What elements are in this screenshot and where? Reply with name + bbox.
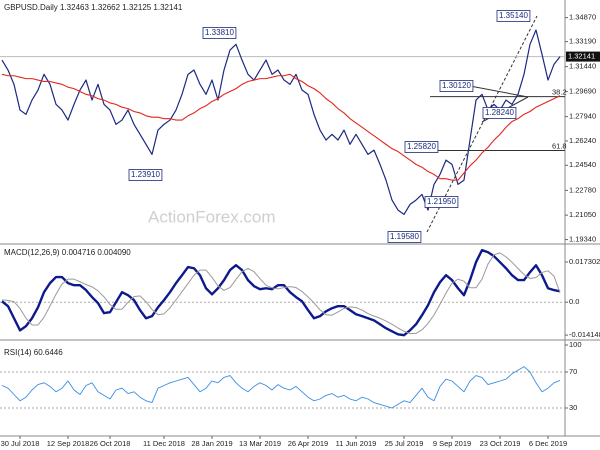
series-line	[1, 252, 561, 335]
series-line	[1, 248, 561, 337]
y-tick-label: 1.22780	[569, 185, 596, 194]
watermark: ActionForex.com	[148, 207, 276, 226]
y-tick-label: 1.27940	[569, 112, 596, 121]
annotation-box	[482, 107, 517, 119]
annotation-label: 1.23910	[131, 170, 160, 179]
trend-line	[426, 15, 538, 233]
annotation-box	[202, 27, 237, 39]
y-tick-label: -0.014148	[569, 330, 600, 339]
fib-label: 61.8	[552, 142, 567, 151]
x-tick-label: 13 Mar 2019	[239, 439, 281, 448]
last-price-box	[566, 51, 600, 62]
y-tick-label: 1.24540	[569, 160, 596, 169]
x-tick-label: 9 Sep 2019	[433, 439, 471, 448]
panel-title: GBPUSD.Daily 1.32463 1.32662 1.32125 1.3…	[4, 3, 183, 12]
y-tick-label: 100	[569, 340, 582, 349]
x-tick-label: 25 Jul 2019	[385, 439, 424, 448]
x-tick-label: 30 Jul 2018	[1, 439, 40, 448]
y-tick-label: 30	[569, 403, 577, 412]
y-tick-label: 70	[569, 367, 577, 376]
y-tick-label: 0.017302	[569, 257, 600, 266]
y-tick-label: 1.34870	[569, 13, 596, 22]
series-line	[1, 366, 561, 409]
x-tick-label: 6 Dec 2019	[529, 439, 567, 448]
panel-title: MACD(12,26,9) 0.004716 0.004090	[4, 248, 131, 257]
y-tick-label: 1.33190	[569, 37, 596, 46]
annotation-box	[496, 10, 531, 22]
fib-label: 38.2	[552, 88, 567, 97]
series-line	[1, 73, 561, 181]
annotation-box	[387, 231, 422, 243]
y-tick-label: 1.31440	[569, 62, 596, 71]
annotation-box	[439, 80, 474, 92]
last-price-label: 1.32141	[568, 52, 595, 61]
annotation-box	[404, 141, 439, 153]
x-tick-label: 26 Oct 2018	[90, 439, 131, 448]
y-tick-label: 0.0	[569, 297, 579, 306]
triangle-line	[469, 85, 529, 98]
annotation-label: 1.19580	[390, 232, 419, 241]
annotation-label: 1.25820	[407, 142, 436, 151]
annotation-box	[128, 169, 163, 181]
x-tick-label: 26 Apr 2019	[288, 439, 328, 448]
x-tick-label: 11 Dec 2018	[143, 439, 185, 448]
y-tick-label: 1.29690	[569, 87, 596, 96]
series-line	[1, 29, 561, 216]
panel-title: RSI(14) 60.6446	[4, 348, 63, 357]
x-tick-label: 12 Sep 2018	[47, 439, 90, 448]
annotation-label: 1.28240	[485, 108, 514, 117]
y-tick-label: 1.21050	[569, 210, 596, 219]
annotation-label: 1.21950	[427, 197, 456, 206]
x-tick-label: 23 Oct 2019	[480, 439, 521, 448]
annotation-label: 1.30120	[442, 81, 471, 90]
annotation-label: 1.33810	[205, 28, 234, 37]
y-tick-label: 1.26240	[569, 136, 596, 145]
y-tick-label: 1.19340	[569, 235, 596, 244]
x-tick-label: 11 Jun 2019	[336, 439, 377, 448]
x-tick-label: 28 Jan 2019	[191, 439, 232, 448]
annotation-label: 1.35140	[499, 11, 528, 20]
annotation-box	[424, 196, 459, 208]
